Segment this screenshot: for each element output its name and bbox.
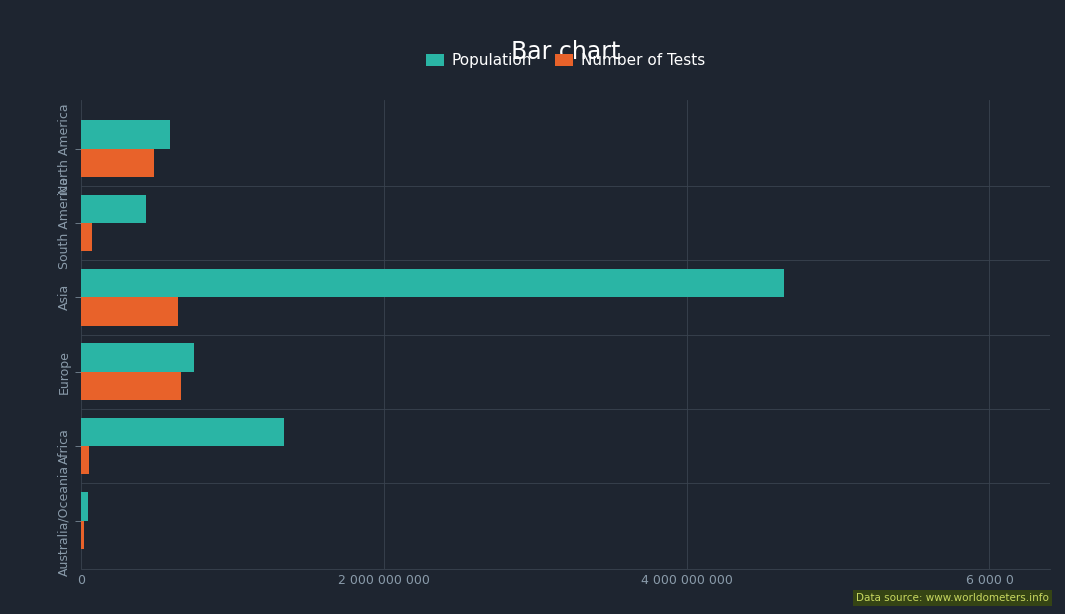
Bar [81,223,92,251]
Bar [81,371,181,400]
Legend: Population, Number of Tests: Population, Number of Tests [420,47,711,74]
Bar [81,492,87,521]
Bar [81,446,89,475]
Bar [81,149,153,177]
Bar [81,120,170,149]
Text: Data source: www.worldometers.info: Data source: www.worldometers.info [856,593,1049,603]
Bar [81,343,194,371]
Title: Bar chart: Bar chart [511,39,620,64]
Bar [81,297,178,325]
Bar [81,418,284,446]
Bar [81,269,784,297]
Bar [81,521,84,549]
Bar [81,195,146,223]
